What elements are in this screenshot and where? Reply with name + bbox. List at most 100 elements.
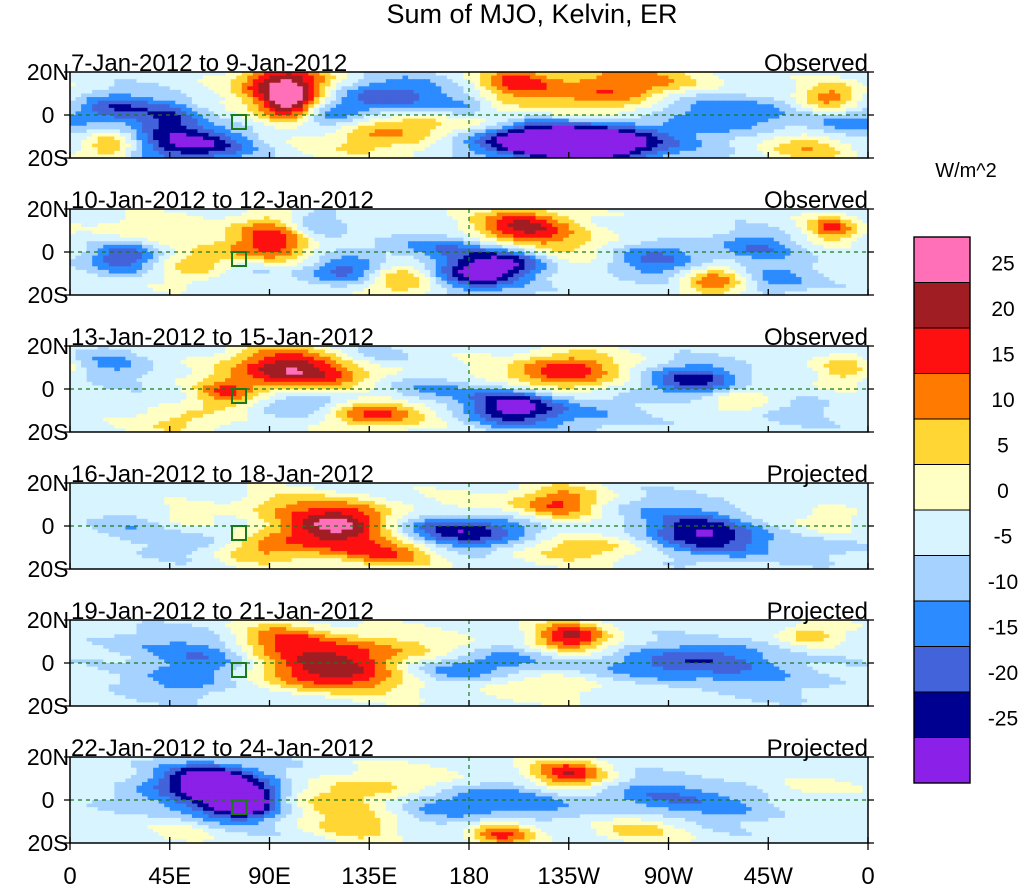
field-cell [269, 89, 276, 95]
field-cell [502, 132, 509, 138]
field-cell [469, 97, 476, 102]
field-cell [452, 100, 459, 105]
field-cell [563, 226, 570, 232]
field-cell [707, 143, 714, 148]
field-cell [541, 82, 548, 87]
field-cell [585, 111, 592, 116]
field-cell [230, 219, 237, 224]
field-cell [457, 223, 465, 228]
field-cell [175, 86, 182, 91]
field-cell [840, 140, 847, 145]
field-cell [280, 93, 287, 98]
field-cell [557, 226, 564, 232]
field-cell [668, 234, 675, 239]
field-cell [70, 244, 77, 250]
field-cell [690, 72, 697, 77]
field-cell [618, 226, 625, 232]
field-cell [557, 223, 564, 228]
field-cell [552, 223, 559, 228]
field-cell [302, 100, 309, 105]
field-cell [518, 107, 526, 113]
field-cell [784, 241, 792, 246]
field-cell [452, 209, 459, 214]
field-cell [308, 104, 315, 109]
field-cell [707, 93, 714, 98]
field-cell [225, 132, 232, 138]
field-cell [103, 129, 110, 134]
field-cell [70, 226, 77, 232]
field-cell [441, 150, 448, 156]
field-cell [552, 230, 559, 235]
field-cell [396, 244, 404, 250]
field-cell [419, 97, 426, 102]
field-cell [662, 100, 670, 105]
field-cell [291, 118, 298, 123]
field-cell [596, 115, 603, 120]
field-cell [674, 111, 681, 116]
field-cell [496, 82, 503, 87]
field-cell [136, 86, 143, 91]
field-cell [352, 223, 359, 228]
field-cell [430, 241, 437, 246]
field-cell [380, 226, 387, 232]
field-cell [130, 107, 138, 113]
field-cell [424, 216, 431, 221]
field-cell [723, 147, 731, 152]
field-cell [247, 129, 254, 134]
field-cell [402, 230, 409, 235]
field-cell [275, 107, 282, 113]
field-cell [474, 125, 481, 130]
field-cell [529, 100, 537, 105]
field-cell [125, 75, 132, 80]
field-cell [646, 241, 653, 246]
field-cell [247, 226, 254, 232]
field-cell [103, 111, 110, 116]
field-cell [546, 93, 553, 98]
field-cell [773, 140, 780, 145]
field-cell [823, 89, 830, 95]
field-cell [280, 97, 287, 102]
field-cell [513, 136, 520, 141]
field-cell [807, 223, 814, 228]
field-cell [263, 111, 271, 116]
field-cell [735, 125, 742, 130]
field-cell [535, 147, 542, 152]
field-cell [186, 209, 193, 214]
field-cell [136, 97, 143, 102]
field-cell [263, 86, 271, 91]
field-cell [607, 143, 614, 148]
field-cell [203, 86, 210, 91]
field-cell [108, 226, 115, 232]
field-cell [280, 118, 287, 123]
field-cell [396, 209, 404, 214]
field-cell [153, 234, 160, 239]
field-cell [275, 118, 282, 123]
field-cell [313, 244, 320, 250]
field-cell [380, 132, 387, 138]
field-cell [446, 104, 453, 109]
field-cell [347, 115, 354, 120]
field-cell [308, 132, 315, 138]
field-cell [845, 223, 852, 228]
field-cell [790, 136, 797, 141]
field-cell [829, 100, 836, 105]
field-cell [585, 107, 592, 113]
field-cell [297, 89, 304, 95]
field-cell [153, 150, 160, 156]
field-cell [164, 244, 171, 250]
field-cell [729, 72, 736, 77]
field-cell [252, 100, 260, 105]
field-cell [130, 230, 138, 235]
field-cell [313, 241, 320, 246]
field-cell [701, 237, 708, 242]
field-cell [574, 140, 581, 145]
field-cell [158, 132, 165, 138]
field-cell [651, 89, 659, 95]
field-cell [114, 118, 121, 123]
field-cell [629, 79, 636, 84]
field-cell [818, 118, 825, 123]
field-cell [130, 209, 138, 214]
field-cell [701, 125, 708, 130]
field-cell [507, 147, 514, 152]
field-cell [696, 234, 703, 239]
